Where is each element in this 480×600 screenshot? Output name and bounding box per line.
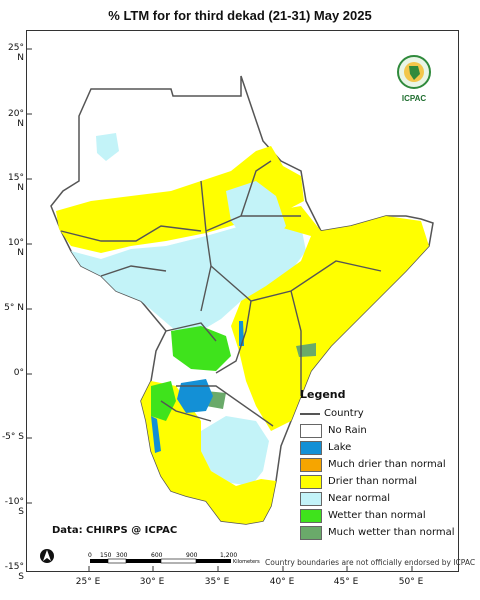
icpac-logo: ICPAC [388, 54, 440, 103]
legend-label: Drier than normal [328, 476, 417, 487]
lon-label-45e: 45° E [333, 577, 359, 587]
zone-wetter-uganda [171, 326, 231, 371]
north-arrow-icon [40, 549, 54, 563]
axis-ticks [27, 48, 413, 571]
zone-drier-south [141, 381, 276, 524]
lat-label-15n: 15° N [8, 173, 24, 193]
zone-wetter-west [151, 381, 176, 421]
lat-label-0: 0° [13, 368, 24, 378]
lake-victoria [177, 379, 213, 413]
swatch-drier [300, 474, 322, 489]
scale-label-900: 900 [186, 552, 198, 559]
lon-label-35e: 35° E [204, 577, 230, 587]
lat-label-5n: 5° N [4, 303, 24, 313]
legend-label: Much drier than normal [328, 459, 446, 470]
legend-label: Much wetter than normal [328, 527, 455, 538]
zone-near-normal [71, 216, 306, 331]
legend-label: Wetter than normal [328, 510, 426, 521]
legend-label: Near normal [328, 493, 391, 504]
scale-label-0: 0 [88, 552, 92, 559]
legend-item-much-drier: Much drier than normal [300, 456, 455, 473]
zone-drier-ethiopia-east [301, 291, 366, 336]
legend-label: Lake [328, 442, 352, 453]
map-canvas [27, 48, 434, 571]
scale-label-1200: 1,200 [220, 552, 237, 559]
logo-text: ICPAC [401, 94, 427, 103]
map-frame [26, 30, 459, 572]
swatch-near-normal [300, 491, 322, 506]
legend-item-much-wetter: Much wetter than normal [300, 524, 455, 541]
lat-label-10n: 10° N [8, 238, 24, 258]
legend-country-label: Country [324, 408, 364, 419]
lat-label-20n: 20° N [8, 109, 24, 129]
legend-label: No Rain [328, 425, 367, 436]
legend-item-wetter: Wetter than normal [300, 507, 455, 524]
zone-drier-sahel [56, 146, 304, 253]
igad-emblem-icon [397, 55, 431, 89]
zone-near-normal-ethiopia [226, 181, 286, 246]
swatch-much-wetter [300, 525, 322, 540]
data-credit: Data: CHIRPS @ ICPAC [52, 525, 178, 536]
scale-unit: Kilometers [233, 559, 260, 565]
scale-label-600: 600 [151, 552, 163, 559]
zone-wetter-north [96, 133, 119, 161]
scale-label-300: 300 [116, 552, 128, 559]
lat-label-25n: 25° N [8, 43, 24, 63]
map-legend: Legend Country No Rain Lake Much drier t… [300, 388, 455, 541]
swatch-no-rain [300, 423, 322, 438]
country-borders [60, 160, 382, 427]
country-line-icon [300, 412, 320, 415]
scale-label-150: 150 [100, 552, 112, 559]
swatch-lake [300, 440, 322, 455]
legend-item-near-normal: Near normal [300, 490, 455, 507]
lat-label-10s: -10° S [4, 497, 24, 517]
swatch-wetter [300, 508, 322, 523]
lon-label-25e: 25° E [75, 577, 101, 587]
legend-title: Legend [300, 388, 346, 401]
legend-item-lake: Lake [300, 439, 455, 456]
north-arrow [40, 548, 54, 568]
scale-bar-graphic: 0 150 300 600 900 1,200 Kilometers [88, 552, 260, 565]
legend-country: Country [300, 405, 455, 422]
lake-tanganyika [151, 416, 161, 453]
swatch-much-drier [300, 457, 322, 472]
lon-label-30e: 30° E [139, 577, 165, 587]
map-title: % LTM for for third dekad (21-31) May 20… [108, 8, 372, 23]
lat-label-5s: -5° S [1, 432, 24, 442]
legend-item-drier: Drier than normal [300, 473, 455, 490]
zone-near-normal-south [201, 416, 269, 486]
endorsement-note: Country boundaries are not officially en… [265, 558, 476, 567]
scale-bar: 0 150 300 600 900 1,200 Kilometers [88, 551, 268, 571]
lon-label-40e: 40° E [269, 577, 295, 587]
lon-label-50e: 50° E [398, 577, 424, 587]
lat-label-15s: -15° S [4, 562, 24, 582]
legend-item-no-rain: No Rain [300, 422, 455, 439]
